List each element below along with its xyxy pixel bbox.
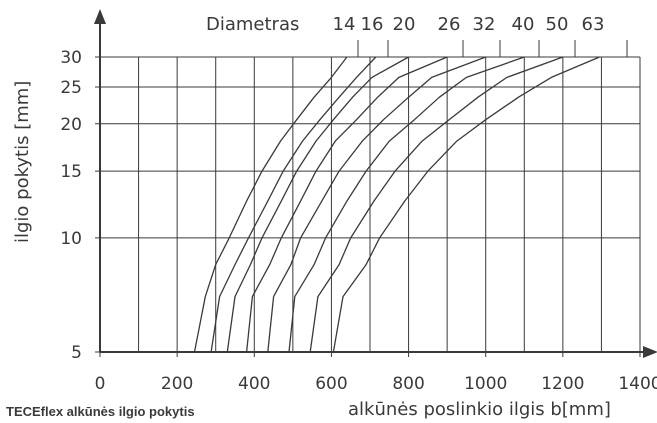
x-tick-label: 1200 [541,374,584,394]
chart-title: Diametras [206,14,299,35]
x-tick-label: 800 [392,374,424,394]
y-tick-label: 20 [60,115,82,135]
series-label-63: 63 [582,14,605,35]
series-line-16 [210,56,377,353]
y-axis-arrow [94,9,106,24]
series-line-20 [226,56,409,353]
series-label-14: 14 [333,14,356,35]
y-tick-label: 15 [60,162,82,182]
y-tick-label: 5 [71,343,82,363]
x-axis-label: alkūnės poslinkio ilgis b[mm] [348,399,611,420]
y-tick-label: 30 [60,48,82,68]
y-axis-label: ilgio pokytis [mm] [12,81,33,243]
figure-caption: TECEflex alkūnės ilgio pokytis [6,404,195,419]
x-tick-label: 400 [238,374,270,394]
x-axis-arrow [643,346,657,358]
series-line-40 [288,56,525,353]
x-tick-label: 1400 [618,374,657,394]
series-line-63 [332,56,600,353]
series-label-40: 40 [512,14,535,35]
series-curves [193,56,600,353]
x-tick-label: 200 [161,374,193,394]
x-tick-label: 0 [95,374,106,394]
series-line-26 [245,56,448,353]
x-tick-label: 1000 [464,374,507,394]
series-line-32 [267,56,486,353]
series-line-14 [193,56,348,353]
series-label-50: 50 [546,14,569,35]
x-tick-label: 600 [315,374,347,394]
series-label-26: 26 [438,14,461,35]
series-label-16: 16 [361,14,384,35]
y-tick-label: 10 [60,229,82,249]
series-line-50 [309,56,564,353]
tick-labels: 0 200 400 600 800 1000 1200 1400 5 10 15 20 25 30 14 16… [60,14,657,394]
series-label-20: 20 [393,14,416,35]
grid [100,56,641,353]
y-tick-label: 25 [60,78,82,98]
series-label-32: 32 [473,14,496,35]
axes [94,9,657,358]
